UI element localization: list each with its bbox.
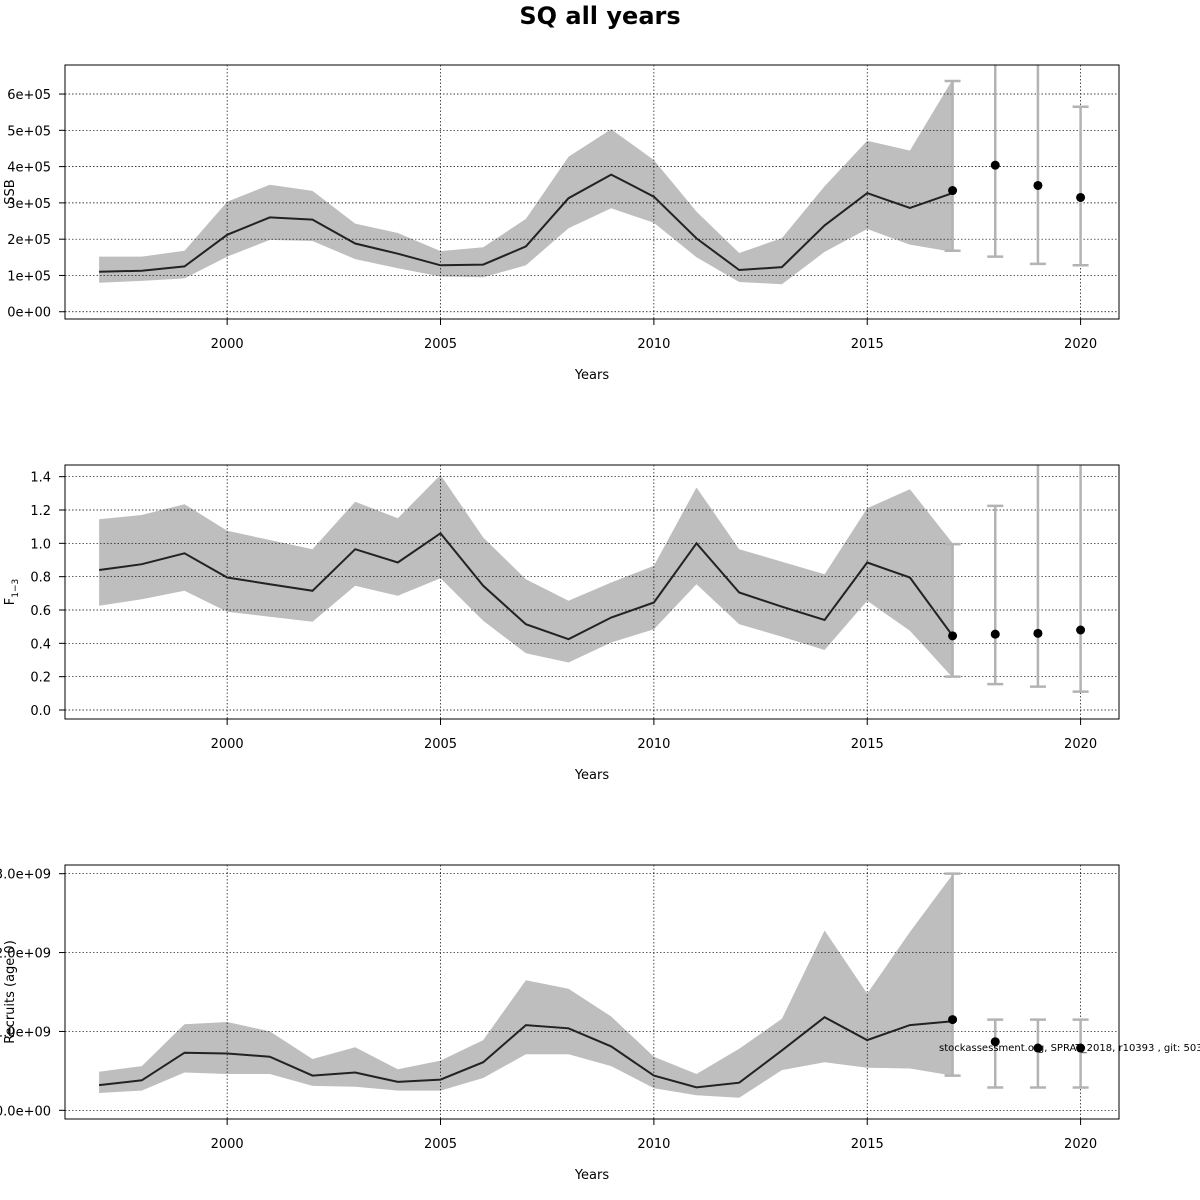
y-tick-label: 1.4: [30, 471, 51, 486]
y-tick-label: 1.2: [30, 504, 51, 519]
projection-point: [1033, 180, 1043, 190]
x-axis-title: Years: [574, 1168, 610, 1183]
panel-2: 2000 2005 2010 2015 2020 0.0 0.2 0.4 0.6 0.8 1.0 1.…: [3, 464, 1120, 783]
x-tick-label: 2000: [211, 1137, 244, 1152]
x-tick-label: 2010: [637, 1137, 670, 1152]
y-axis-title-main: F: [3, 598, 18, 605]
confidence-band: [99, 475, 953, 678]
y-axis-title: SSB: [3, 179, 18, 204]
projection: [944, 465, 1089, 693]
x-tick-label: 2010: [637, 337, 670, 352]
y-axis-title: F1−3: [3, 579, 21, 605]
y-tick-label: 1.0: [30, 537, 51, 552]
y-tick-label: 0e+00: [7, 306, 51, 321]
y-tick-label: 0.4: [30, 637, 51, 652]
x-tick-label: 2020: [1064, 1137, 1097, 1152]
projection-point: [990, 160, 1000, 170]
panel-3: 2000 2005 2010 2015 2020 0.0e+00 1.0e+09 2.0e+0…: [0, 864, 1120, 1183]
y-tick-label: 0.0: [30, 704, 51, 719]
x-axis-title: Years: [574, 368, 610, 383]
plot-frame: [64, 464, 1120, 720]
panels: 2000 2005 2010 2015 2020 0e+00 1e+05 2e+05 3e+05…: [0, 64, 1120, 1183]
projection-point: [948, 186, 958, 196]
x-tick-label: 2020: [1064, 337, 1097, 352]
x-tick-label: 2005: [424, 1137, 457, 1152]
estimate-line: [98, 531, 954, 641]
x-tick-label: 2000: [211, 337, 244, 352]
x-axis-title: Years: [574, 768, 610, 783]
projection: [944, 872, 1089, 1089]
y-tick-label: 2e+05: [7, 233, 51, 248]
projection-point: [1076, 625, 1086, 635]
y-tick-label: 5e+05: [7, 124, 51, 139]
x-tick-label: 2015: [851, 337, 884, 352]
projection-point: [990, 629, 1000, 639]
grid: [65, 865, 1119, 1119]
x-tick-label: 2000: [211, 737, 244, 752]
footnote: stockassessment.org, SPRAT_2018, r10393 …: [939, 1043, 1200, 1054]
confidence-band: [99, 79, 953, 285]
x-tick-label: 2005: [424, 337, 457, 352]
confidence-band: [99, 874, 953, 1098]
grid: [65, 465, 1119, 719]
y-tick-label: 0.0e+00: [0, 1104, 51, 1119]
y-tick-label: 3.0e+09: [0, 868, 51, 883]
estimate-line: [98, 1016, 953, 1089]
x-tick-label: 2015: [851, 1137, 884, 1152]
plot-frame: [64, 64, 1120, 320]
y-tick-label: 0.6: [30, 604, 51, 619]
y-axis-title: Recruits (age 0): [3, 940, 18, 1044]
y-tick-label: 6e+05: [7, 88, 51, 103]
x-tick-label: 2010: [637, 737, 670, 752]
projection-point: [1033, 628, 1043, 638]
projection-point: [1033, 1043, 1043, 1053]
projection-point: [1076, 192, 1086, 202]
y-tick-label: 3e+05: [7, 197, 51, 212]
y-tick-label: 1.0e+09: [0, 1025, 51, 1040]
x-tick-label: 2020: [1064, 737, 1097, 752]
grid: [65, 65, 1119, 319]
y-tick-label: 0.2: [30, 671, 51, 686]
x-tick-label: 2005: [424, 737, 457, 752]
projection-point: [948, 631, 958, 641]
x-tick-label: 2015: [851, 737, 884, 752]
projection: [944, 65, 1089, 267]
projection-point: [1076, 1043, 1086, 1053]
estimate-line: [99, 173, 953, 273]
projection-point: [990, 1037, 1000, 1047]
y-tick-label: 0.8: [30, 571, 51, 586]
y-tick-label: 4e+05: [7, 161, 51, 176]
chart-title: SQ all years: [519, 2, 680, 30]
y-tick-label: 2.0e+09: [0, 947, 51, 962]
y-axis-title-subscript: 1−3: [11, 579, 21, 598]
panel-1: 2000 2005 2010 2015 2020 0e+00 1e+05 2e+05 3e+05…: [3, 64, 1120, 383]
projection-point: [948, 1015, 958, 1025]
y-tick-label: 1e+05: [7, 269, 51, 284]
plot-frame: [64, 864, 1120, 1120]
